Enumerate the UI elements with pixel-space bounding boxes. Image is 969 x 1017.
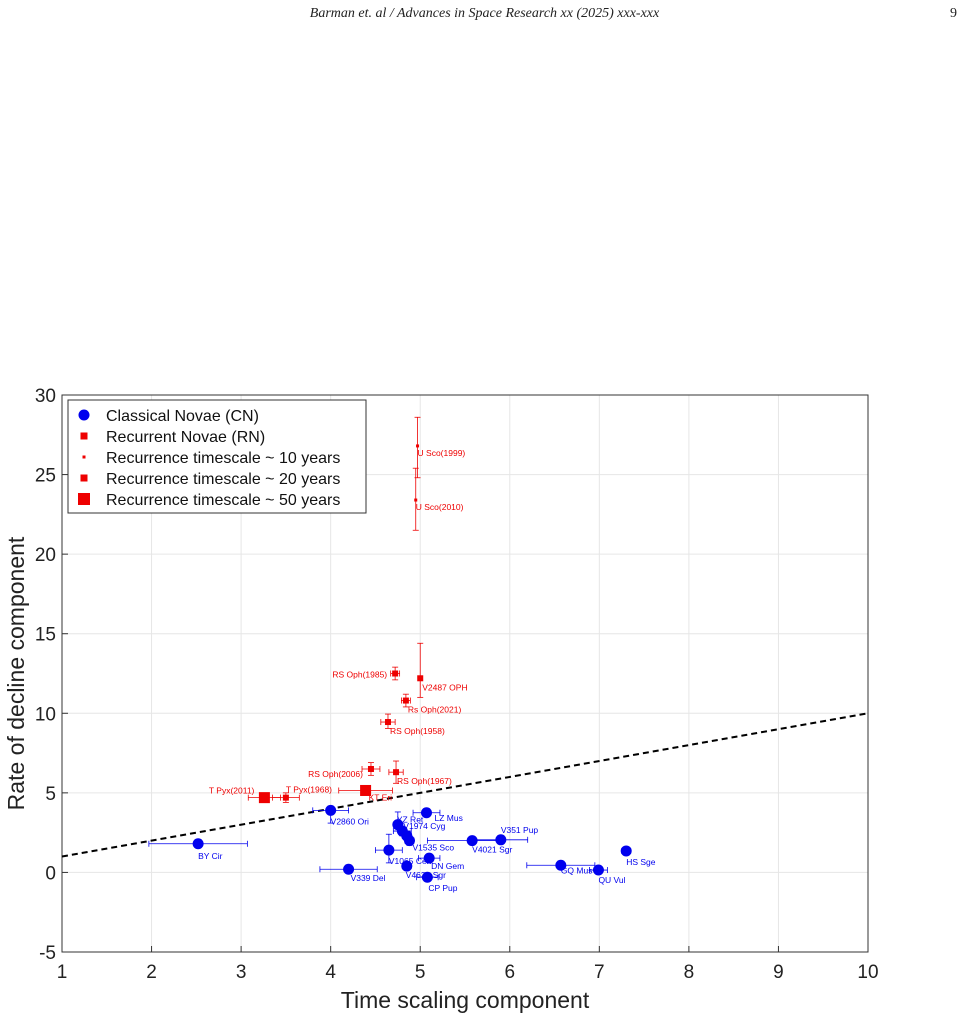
page-number: 9 — [950, 6, 957, 21]
rn-point-v2487-oph — [417, 675, 424, 682]
y-tick-label: 15 — [35, 625, 56, 646]
legend-marker-rn — [82, 455, 86, 459]
cn-label-qu-vul: QU Vul — [598, 875, 625, 885]
x-tick-label: 5 — [415, 962, 426, 983]
dashed-reference-line — [61, 712, 869, 858]
x-tick-label: 6 — [504, 962, 515, 983]
x-tick-label: 2 — [146, 962, 157, 983]
cn-label-gq-mus: GQ Mus — [561, 865, 593, 875]
y-axis-label: Rate of decline component — [3, 536, 29, 810]
cn-label-v4021-sgr: V4021 Sgr — [472, 845, 512, 855]
cn-point-hs-sge — [620, 845, 632, 857]
dashed-line — [61, 712, 869, 858]
rn-point-rs-oph-2021 — [402, 697, 409, 704]
cn-point-pw-vul — [401, 830, 413, 842]
cn-label-dn-gem: DN Gem — [431, 861, 464, 871]
cn-point-v2860-ori — [325, 804, 337, 816]
legend-label-1: Classical Novae (CN) — [106, 408, 259, 425]
axis-ticks: 1 2 3 4 5 6 7 8 9 10 -5 0 5 10 15 20 25 30 — [35, 386, 879, 983]
cn-point-v4633-sgr — [401, 860, 413, 872]
rn-point-kt-eri — [360, 784, 372, 796]
cn-label-v2860-ori: V2860 Ori — [331, 816, 369, 826]
y-tick-label: 10 — [35, 704, 56, 725]
cn-label-v1974-cyg: V1974 Cyg — [403, 821, 445, 831]
x-tick-label: 4 — [325, 962, 336, 983]
cn-point-v1065-cen — [383, 844, 395, 856]
cn-point-lz-mus — [420, 807, 432, 819]
y-tick-label: 20 — [35, 545, 56, 566]
cn-point-cp-pup — [421, 871, 433, 883]
rn-point-t-pyx-1968 — [282, 794, 289, 801]
rn-label-u-sco-2010: U Sco(2010) — [416, 502, 464, 512]
y-tick-label: 25 — [35, 466, 56, 487]
rn-point-t-pyx-2011 — [258, 792, 270, 804]
rn-point-rs-oph-1967 — [393, 769, 400, 776]
rn-point-rs-oph-2006 — [367, 765, 374, 772]
rn-label-rs-oph-1967: RS Oph(1967) — [397, 776, 452, 786]
rn-label-u-sco-1999: U Sco(1999) — [418, 448, 466, 458]
cn-label-by-cir: BY Cir — [198, 851, 223, 861]
x-tick-label: 3 — [236, 962, 247, 983]
legend: Classical Novae (CN) Recurrent Novae (RN)… — [67, 399, 367, 514]
data-markers — [192, 444, 632, 883]
x-tick-label: 10 — [857, 962, 878, 983]
rn-point-u-sco-2010 — [414, 498, 418, 502]
legend-label-3: Recurrence timescale ~ 10 years — [106, 450, 340, 467]
legend-label-2: Recurrent Novae (RN) — [106, 429, 265, 446]
cn-label-v1065-cen: V1065 Cen — [389, 856, 432, 866]
x-tick-label: 9 — [773, 962, 784, 983]
rn-label-t-pyx-1968: T Pyx(1968) — [286, 785, 332, 795]
y-tick-label: -5 — [39, 943, 56, 964]
rn-label-kt-eri: KT Eri — [369, 792, 393, 802]
legend-marker-rn — [80, 474, 88, 482]
rn-label-rs-oph-2006: RS Oph(2006) — [308, 769, 363, 779]
scatter-figure: 1 2 3 4 5 6 7 8 9 10 -5 0 5 10 15 20 25 30 BY Cir V2860 Or… — [3, 386, 879, 1013]
legend-marker-rn — [78, 493, 90, 505]
x-tick-label: 1 — [57, 962, 68, 983]
rn-point-rs-oph-1958 — [384, 719, 391, 726]
x-axis-label: Time scaling component — [341, 987, 590, 1013]
cn-label-cp-pup: CP Pup — [428, 883, 457, 893]
cn-label-lz-mus: LZ Mus — [434, 813, 462, 823]
rn-label-v2487-oph: V2487 OPH — [422, 682, 467, 692]
y-tick-label: 5 — [45, 784, 56, 805]
y-tick-label: 0 — [45, 863, 56, 884]
x-tick-label: 8 — [684, 962, 695, 983]
plot-frame — [61, 394, 869, 953]
legend-marker-rn — [80, 432, 88, 440]
cn-label-v351-pup: V351 Pup — [501, 825, 539, 835]
legend-marker-cn — [78, 409, 90, 421]
rn-point-u-sco-1999 — [416, 444, 420, 448]
rn-label-rs-oph-1985: RS Oph(1985) — [332, 670, 387, 680]
running-head: Barman et. al / Advances in Space Resear… — [309, 6, 660, 21]
cn-label-yz-ret: YZ Ret — [397, 815, 424, 825]
cn-point-by-cir — [192, 838, 204, 850]
cn-point-v4021-sgr — [466, 835, 478, 847]
x-tick-label: 7 — [594, 962, 605, 983]
page-header: Barman et. al / Advances in Space Resear… — [0, 6, 969, 26]
rn-point-rs-oph-1985 — [392, 670, 399, 677]
cn-point-qu-vul — [592, 864, 604, 876]
cn-point-v339-del — [343, 863, 355, 875]
rn-label-rs-oph-1958: RS Oph(1958) — [390, 726, 445, 736]
rn-label-t-pyx-2011: T Pyx(2011) — [209, 786, 255, 796]
legend-label-5: Recurrence timescale ~ 50 years — [106, 492, 340, 509]
rn-label-rs-oph-2021: Rs Oph(2021) — [408, 705, 462, 715]
cn-label-hs-sge: HS Sge — [626, 857, 656, 867]
cn-label-v339-del: V339 Del — [351, 873, 386, 883]
legend-box — [67, 399, 367, 514]
cn-point-dn-gem — [423, 852, 435, 864]
cn-point-gq-mus — [555, 859, 567, 871]
y-tick-label: 30 — [35, 386, 56, 407]
cn-point-v351-pup — [495, 834, 507, 846]
legend-label-4: Recurrence timescale ~ 20 years — [106, 471, 340, 488]
cn-label-v1535-sco: V1535 Sco — [412, 843, 454, 853]
cn-label-v4633-sgr: V4633 Sgr — [406, 870, 446, 880]
